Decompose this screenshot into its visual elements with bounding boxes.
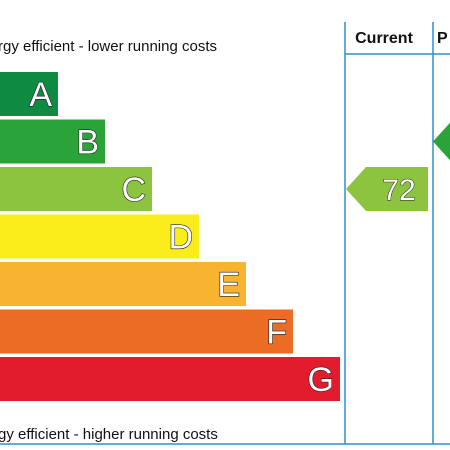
band-bar-e (0, 262, 246, 306)
current-rating-value: 72 (382, 174, 415, 207)
band-letter-g: G (308, 361, 334, 399)
band-bar-a (0, 72, 58, 116)
band-letter-a: A (29, 76, 52, 114)
band-e: E (0, 262, 246, 306)
band-bar-c (0, 167, 152, 211)
chart-frame (0, 22, 450, 445)
band-letter-f: F (266, 314, 287, 352)
top-caption: rgy efficient - lower running costs (0, 38, 217, 55)
band-a: A (0, 72, 58, 116)
band-bar-f (0, 309, 293, 354)
band-letter-e: E (217, 266, 240, 304)
current-rating-arrow: 72 (346, 167, 428, 211)
band-c: C (0, 167, 152, 211)
band-f: F (0, 309, 293, 354)
band-bar-d (0, 214, 199, 259)
band-d: D (0, 214, 199, 259)
current-column-header: Current (355, 30, 413, 47)
bottom-caption: gy efficient - higher running costs (0, 426, 218, 443)
band-g: G (0, 357, 340, 401)
band-letter-b: B (76, 124, 99, 162)
potential-rating-arrow (433, 122, 450, 161)
potential-column-header: P (437, 30, 448, 47)
band-bar-g (0, 357, 340, 401)
potential-rating-shape (433, 122, 450, 161)
band-letter-d: D (168, 219, 193, 257)
current-rating-shape (346, 167, 428, 211)
band-letter-c: C (121, 171, 146, 209)
band-bar-b (0, 119, 105, 164)
band-b: B (0, 119, 105, 164)
